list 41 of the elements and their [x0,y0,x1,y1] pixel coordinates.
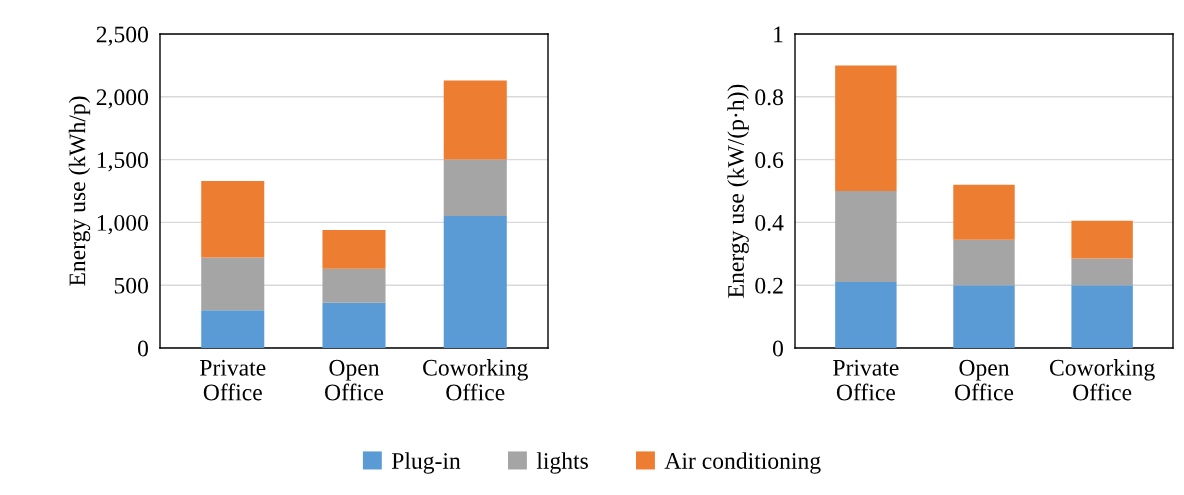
bar [953,184,1015,240]
bar [953,285,1015,348]
y-tick-label: 0.4 [755,214,784,231]
y-tick-label: 0.2 [755,277,783,294]
y-tick-label: 1,000 [97,214,148,235]
bar [1071,258,1133,286]
y-tick-label: 0 [137,340,148,357]
y-tick-label: 0.6 [755,152,784,169]
y-tick-label: 1 [774,26,783,43]
bar [443,80,507,160]
x-tick-label: Coworking Office [423,359,528,401]
bar [953,239,1015,286]
bar [835,65,897,191]
legend-label: Air conditioning [664,452,821,474]
bar [1071,285,1133,348]
y-tick-label: 2,500 [96,26,148,46]
legend-label: Plug-in [391,452,461,474]
legend-label: lights [536,452,588,474]
y-axis-title: Energy use (kW/(p·h)) [727,84,749,298]
bar [201,310,265,348]
y-tick-label: 500 [114,277,148,294]
y-tick-label: 1,500 [97,152,148,172]
y-tick-label: 0.8 [755,89,783,106]
y-axis-title: Energy use (kWh/p) [68,96,91,286]
y-tick-label: 0 [772,340,783,357]
bar [443,159,507,217]
x-tick-label: Open Office [325,359,384,401]
bar [322,302,386,348]
bar [201,180,265,258]
x-tick-label: Private Office [199,359,266,401]
bar [443,216,507,348]
bar [322,268,386,303]
bar [201,257,265,311]
bar [1071,220,1133,259]
x-tick-label: Private Office [833,359,899,401]
bar [835,282,897,348]
bar [322,229,386,269]
bar [835,191,897,283]
x-tick-label: Coworking Office [1049,359,1155,401]
x-tick-label: Open Office [955,359,1014,401]
y-tick-label: 2,000 [96,89,148,109]
